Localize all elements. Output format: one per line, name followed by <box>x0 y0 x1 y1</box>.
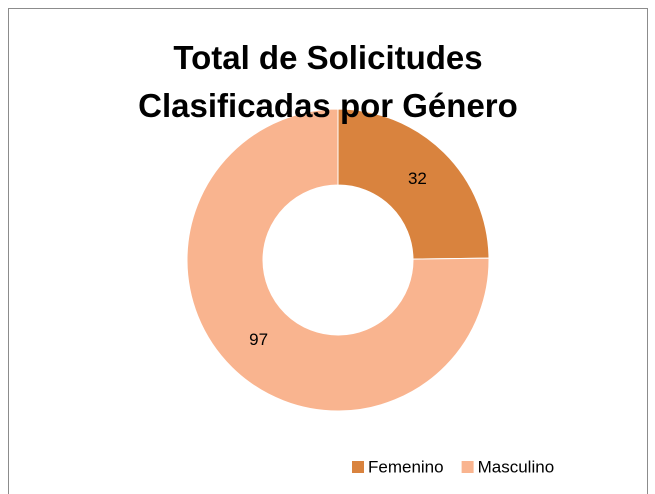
legend-label: Femenino <box>368 457 444 476</box>
data-label: 97 <box>249 330 268 349</box>
legend-label: Masculino <box>478 457 555 476</box>
donut-slice <box>337 108 490 260</box>
chart-frame <box>8 8 648 494</box>
legend-swatch <box>461 461 474 473</box>
legend-swatch <box>352 461 364 473</box>
data-label: 32 <box>408 169 427 188</box>
donut-slice <box>186 108 490 412</box>
chart-title: Total de Solicitudes Clasificadas por Gé… <box>138 39 518 124</box>
